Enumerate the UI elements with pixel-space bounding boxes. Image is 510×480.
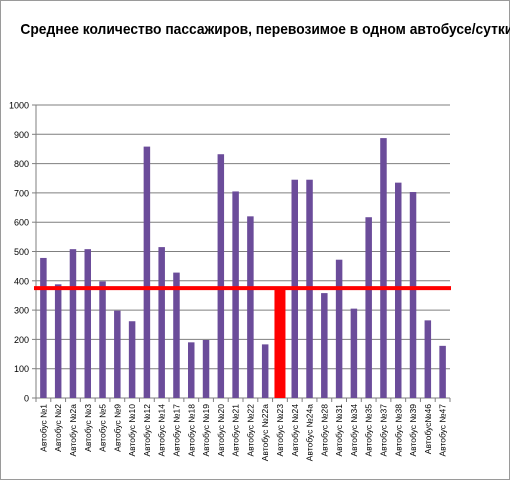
x-tick-label: Автобус №38 (393, 404, 403, 457)
x-tick-label: Автобус№46 (423, 404, 433, 454)
bar (40, 257, 47, 398)
x-tick-label: Автобус №14 (157, 404, 167, 457)
y-tick-label: 200 (14, 335, 29, 345)
bar (69, 249, 77, 398)
x-tick-label: Автобус №2 (53, 404, 63, 452)
bar (54, 284, 62, 398)
chart-title: Среднее количество пассажиров, перевозим… (20, 21, 510, 38)
x-tick-label: Автобус №24а (305, 404, 315, 462)
y-tick-label: 100 (14, 364, 29, 374)
bar (395, 182, 402, 398)
x-tick-label: Автобус №18 (186, 404, 196, 457)
y-tick-label: 400 (14, 276, 29, 286)
bar (99, 281, 106, 398)
bar (128, 321, 136, 398)
bar (114, 310, 121, 398)
x-tick-label: Автобус №17 (171, 404, 181, 457)
x-tick-label: Автобус №37 (378, 404, 388, 457)
y-tick-label: 500 (14, 247, 29, 257)
bar (188, 342, 195, 398)
bar (232, 191, 239, 398)
x-tick-label: Автобус №47 (438, 404, 448, 457)
x-tick-label: Автобус №31 (334, 404, 344, 457)
y-tick-label: 300 (14, 306, 29, 316)
bar (409, 192, 417, 398)
bar (439, 345, 446, 398)
x-tick-label: Автобус №21 (231, 404, 241, 457)
x-tick-label: Автобус №28 (319, 404, 329, 457)
bar (217, 154, 225, 398)
bar (321, 293, 328, 398)
x-tick-label: Автобус №19 (201, 404, 211, 457)
x-tick-label: Автобус №5 (98, 404, 108, 452)
bar (84, 249, 91, 398)
bar (173, 272, 180, 398)
x-tick-label: Автобус №39 (408, 404, 418, 457)
y-tick-label: 700 (14, 188, 29, 198)
x-tick-label: Автобус №35 (364, 404, 374, 457)
bar (158, 247, 165, 398)
x-tick-label: Автобус №9 (112, 404, 122, 452)
y-tick-label: 900 (14, 130, 29, 140)
x-tick-label: Автобус №22 (245, 404, 255, 457)
bar (380, 138, 387, 398)
y-tick-label: 0 (24, 394, 29, 404)
bar (143, 146, 151, 398)
x-tick-label: Автобус №23 (275, 404, 285, 457)
bar (335, 259, 343, 398)
x-tick-label: Автобус №10 (127, 404, 137, 457)
x-tick-label: Автобус №2а (68, 404, 78, 457)
highlighted-bar (274, 288, 286, 398)
x-tick-label: Автобус №34 (349, 404, 359, 457)
x-tick-label: Автобус №1 (38, 404, 48, 452)
bar (261, 344, 269, 398)
bar (424, 320, 432, 398)
y-tick-label: 800 (14, 159, 29, 169)
bar (202, 339, 210, 398)
bar (350, 308, 358, 398)
y-tick-label: 1000 (9, 101, 29, 111)
bar (365, 217, 372, 398)
bar (247, 216, 254, 398)
x-tick-label: Автобус №22а (260, 404, 270, 462)
y-tick-label: 600 (14, 218, 29, 228)
x-tick-label: Автобус №24 (290, 404, 300, 457)
x-tick-label: Автобус №12 (142, 404, 152, 457)
x-tick-label: Автобус №3 (83, 404, 93, 452)
x-tick-label: Автобус №20 (216, 404, 226, 457)
